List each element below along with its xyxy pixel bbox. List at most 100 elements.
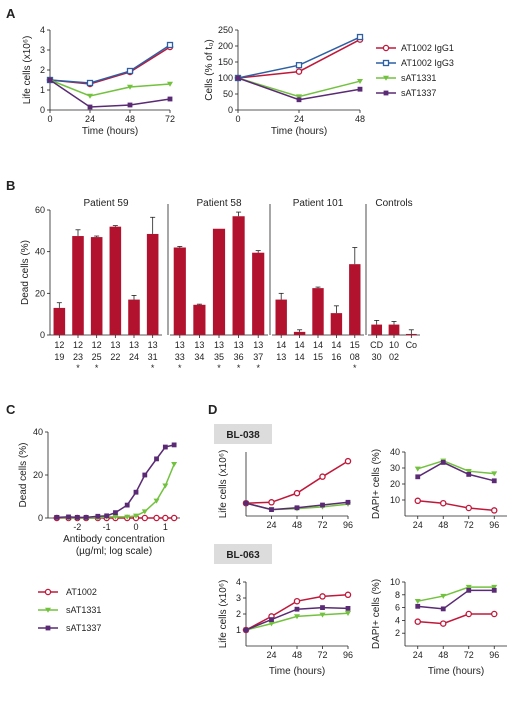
data-point	[171, 442, 177, 448]
data-point	[294, 606, 300, 612]
bar-label-line2: 25	[92, 352, 102, 362]
chart-a2: 0 24 48 0 50 100 150 200 250 Time (hours) Cells (%…	[204, 25, 365, 137]
data-point	[74, 514, 80, 520]
data-point	[162, 444, 168, 450]
data-point	[295, 62, 303, 69]
data-point	[153, 498, 160, 504]
data-point	[133, 489, 139, 495]
data-point	[344, 457, 352, 465]
legend-marker	[383, 90, 389, 96]
bar-label-line1: 13	[175, 340, 185, 350]
bar-label-line1: 14	[313, 340, 323, 350]
bar-label-line1: 13	[194, 340, 204, 350]
bar-label-line1: CD	[370, 340, 383, 350]
y-tick-label: 0	[38, 513, 43, 523]
bar	[109, 226, 122, 335]
bar-label-line2: 15	[313, 352, 323, 362]
data-point	[319, 593, 326, 600]
data-point	[127, 102, 133, 108]
data-point	[243, 627, 249, 633]
data-point	[47, 77, 53, 83]
data-point	[87, 93, 93, 99]
data-point	[319, 473, 326, 480]
x-axis-title: Time (hours)	[271, 126, 327, 137]
data-point	[295, 68, 303, 75]
x-tick-label: 24	[294, 114, 304, 124]
y-tick-label: 40	[35, 247, 45, 257]
data-point	[124, 514, 131, 520]
y-tick-label: 8	[395, 590, 400, 600]
bar-label-line1: 13	[129, 340, 139, 350]
bar-label-line2: 33	[175, 352, 185, 362]
legend-label: AT1002	[66, 587, 97, 597]
x-tick-label: -1	[103, 522, 111, 532]
bar-label-line2: 14	[295, 352, 305, 362]
y-axis-title: DAPI+ cells (%)	[371, 579, 382, 649]
sample-tag: BL-063	[226, 550, 260, 561]
bar-label-line1: Co	[406, 340, 418, 350]
data-point	[162, 483, 169, 489]
x-tick-label: 48	[125, 114, 135, 124]
y-axis-title: Life cells (x10⁶)	[22, 36, 33, 105]
series-line-sat1331	[56, 463, 175, 519]
x-tick-label: -2	[73, 522, 81, 532]
bar	[252, 252, 265, 335]
legend-label: sAT1331	[401, 73, 436, 83]
x-tick-label: 96	[343, 650, 353, 660]
x-tick-label: 24	[266, 520, 276, 530]
y-tick-label: 30	[390, 463, 400, 473]
data-point	[466, 472, 472, 477]
chart-d1: 24 48 72 96 Life cells (x10⁶)	[218, 450, 353, 530]
x-tick-label: 72	[165, 114, 175, 124]
bar	[232, 216, 245, 335]
data-point	[104, 513, 110, 519]
panel-label-c: C	[6, 402, 16, 417]
y-tick-label: 6	[395, 603, 400, 613]
data-point	[141, 514, 149, 522]
data-point	[95, 513, 101, 519]
y-tick-label: 40	[33, 427, 43, 437]
legend-marker	[382, 44, 390, 52]
data-point	[345, 499, 351, 505]
data-point	[415, 474, 421, 480]
x-tick-label: 24	[413, 520, 423, 530]
bar	[72, 236, 84, 335]
y-tick-label: 0	[228, 105, 233, 115]
data-point	[465, 610, 472, 618]
y-tick-label: 0	[40, 105, 45, 115]
y-tick-label: 40	[390, 447, 400, 457]
y-tick-label: 20	[390, 479, 400, 489]
data-point	[235, 75, 241, 81]
y-tick-label: 4	[395, 615, 400, 625]
y-axis-title: DAPI+ cells (%)	[371, 449, 382, 519]
x-tick-label: 96	[489, 650, 499, 660]
group-title: Patient 59	[83, 198, 128, 209]
data-point	[320, 502, 325, 508]
y-tick-label: 2	[236, 609, 241, 619]
data-point	[439, 499, 447, 507]
sample-tag-bg	[214, 544, 272, 564]
x-tick-label: 0	[235, 114, 240, 124]
y-tick-label: 2	[40, 65, 45, 75]
bar-label-line1: 13	[253, 340, 263, 350]
legend-c: AT1002 sAT1331 sAT1337	[38, 587, 101, 633]
data-point	[466, 587, 472, 593]
series-line-at1002	[417, 613, 495, 625]
data-point	[243, 500, 249, 506]
data-point	[414, 618, 421, 625]
bar-label-line2: 23	[73, 352, 83, 362]
data-point	[294, 614, 300, 620]
legend-marker	[45, 607, 51, 613]
x-tick-label: 48	[292, 650, 302, 660]
data-point	[54, 514, 60, 520]
series-line-sat1337	[49, 79, 171, 108]
data-point	[127, 84, 133, 90]
data-point	[142, 472, 148, 478]
data-point	[269, 617, 274, 622]
chart-d2: 24 48 72 96 10 20 30 40 DAPI+ cells (%)	[371, 447, 507, 530]
y-tick-label: 150	[218, 57, 233, 67]
data-point	[268, 499, 275, 506]
data-point	[154, 456, 159, 462]
data-point	[66, 514, 71, 520]
